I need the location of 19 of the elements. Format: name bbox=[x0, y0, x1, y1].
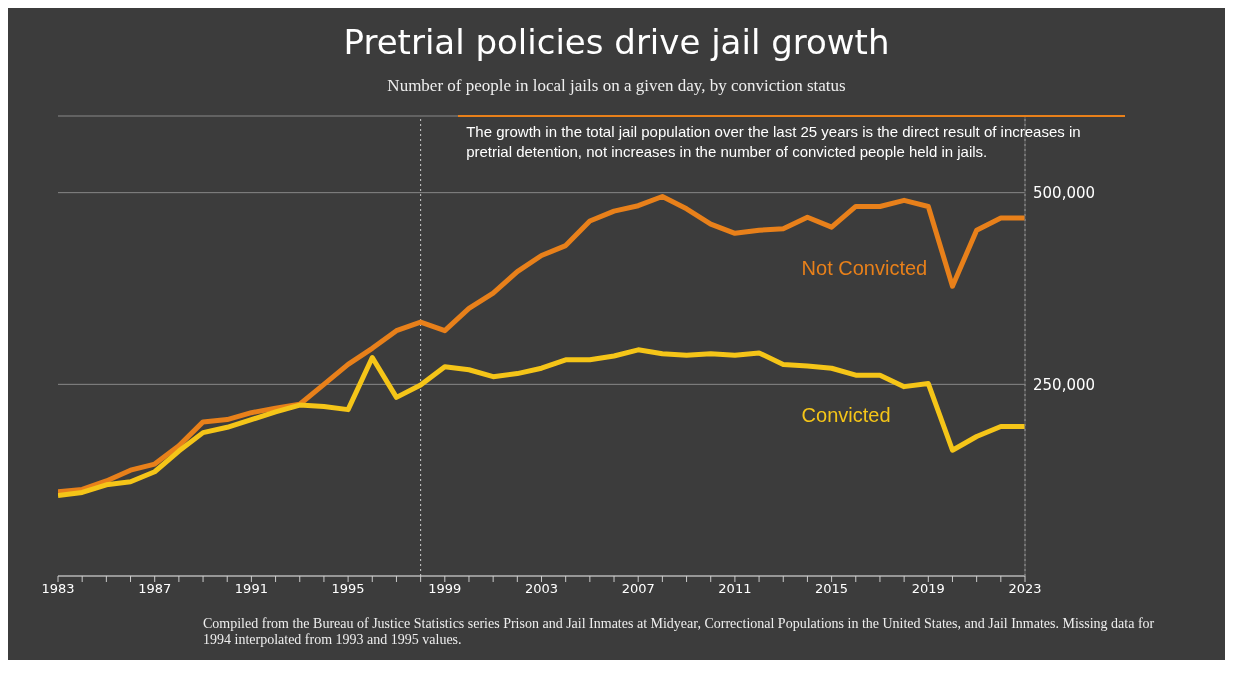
x-tick-label: 1991 bbox=[234, 581, 268, 597]
annotation: The growth in the total jail population over the last 25 years is the direct result of increases in pretrial detention, not increases in the number of convicted people held in jails. bbox=[466, 122, 1082, 162]
x-tick-label: 2007 bbox=[621, 581, 655, 597]
x-tick-label: 2023 bbox=[1008, 581, 1042, 597]
y-tick-label: 250,000 bbox=[1033, 375, 1096, 394]
x-tick-label: 1995 bbox=[331, 581, 365, 597]
x-tick-label: 1987 bbox=[138, 581, 172, 597]
x-tick-label: 2003 bbox=[524, 581, 559, 597]
x-tick-label: 2019 bbox=[911, 581, 945, 597]
chart-subtitle: Number of people in local jails on a given day, by conviction status bbox=[386, 75, 847, 96]
series-label: Not Convicted bbox=[801, 257, 928, 281]
y-tick-label: 500,000 bbox=[1033, 183, 1096, 202]
series-label: Convicted bbox=[801, 404, 891, 428]
x-tick-label: 1999 bbox=[428, 581, 462, 597]
x-tick-label: 1983 bbox=[41, 581, 75, 597]
chart-title: Pretrial policies drive jail growth bbox=[342, 21, 891, 62]
text: Compiled from the Bureau of Justice Statistics series Prison and Jail Inmates at Midyear, Correctional Populations in the United States, and Jail Inmates. Missing data for 1994 interpolated from 1993 and 1995 values. bbox=[203, 616, 1156, 648]
x-tick-label: 2015 bbox=[815, 581, 849, 597]
x-tick-label: 2011 bbox=[718, 581, 752, 597]
